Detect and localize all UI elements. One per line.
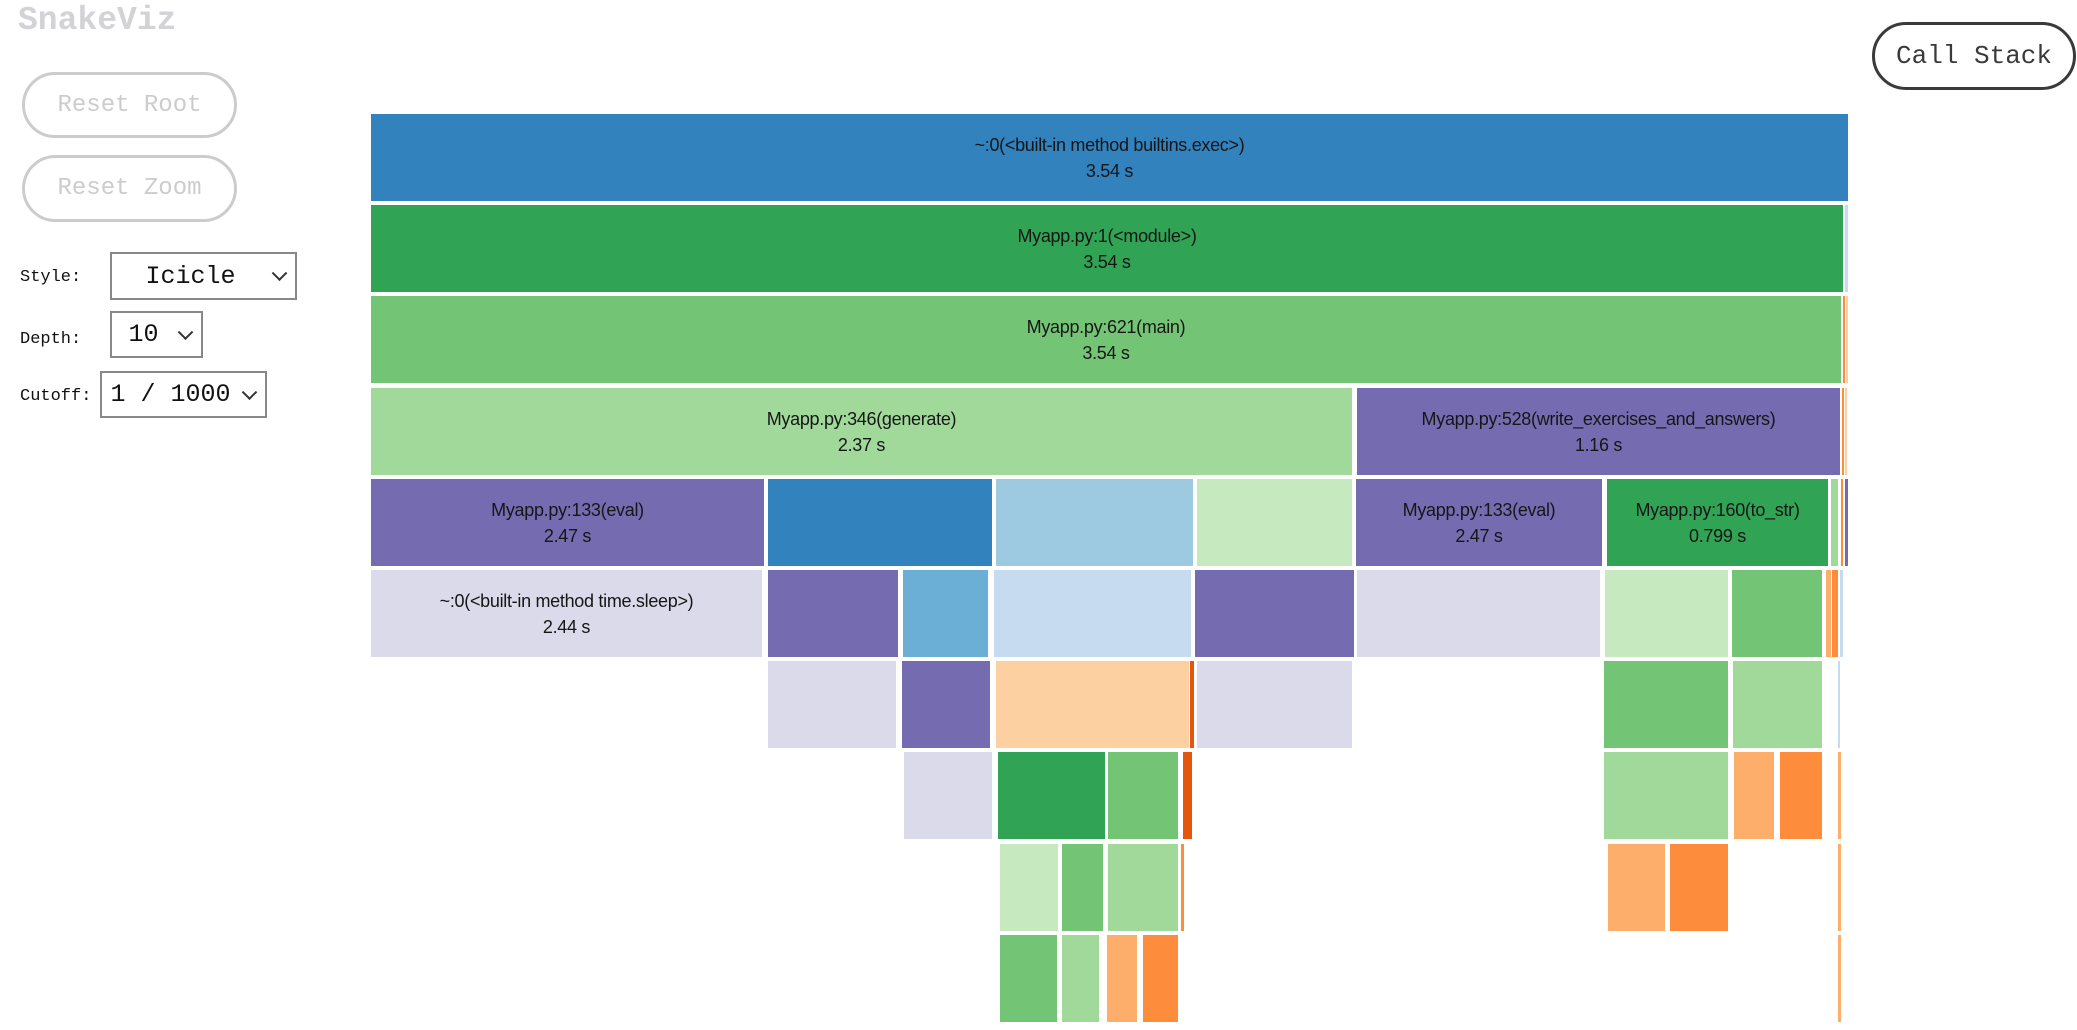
icicle-cell-sliver[interactable]: [1670, 844, 1728, 931]
icicle-cell-sliver[interactable]: [1608, 844, 1665, 931]
cell-function-label: Myapp.py:528(write_exercises_and_answers…: [1421, 408, 1776, 429]
reset-zoom-button[interactable]: Reset Zoom: [22, 155, 237, 222]
icicle-cell-sliver[interactable]: [1197, 479, 1352, 566]
cell-time-label: 3.54 s: [1085, 160, 1134, 181]
cell-time-label: 2.47 s: [543, 525, 592, 546]
icicle-cell[interactable]: Myapp.py:133(eval) 2.47 s: [371, 479, 764, 566]
cell-function-label: Myapp.py:133(eval): [491, 499, 644, 520]
cell-time-label: 3.54 s: [1082, 342, 1130, 363]
icicle-cell-sliver[interactable]: [1845, 479, 1848, 566]
cell-function-label: Myapp.py:133(eval): [1402, 499, 1556, 520]
icicle-cell-sliver[interactable]: [1841, 479, 1843, 566]
icicle-cell-sliver[interactable]: [1733, 661, 1822, 748]
icicle-cell-sliver[interactable]: [1357, 570, 1600, 657]
icicle-cell-sliver[interactable]: [1604, 661, 1728, 748]
icicle-cell-sliver[interactable]: [1831, 479, 1838, 566]
cell-function-label: ~:0(<built-in method builtins.exec>): [974, 134, 1245, 155]
icicle-cell-sliver[interactable]: [1845, 388, 1847, 475]
icicle-cell-sliver[interactable]: [1143, 935, 1178, 1022]
icicle-cell-sliver[interactable]: [1842, 388, 1844, 475]
icicle-cell-sliver[interactable]: [1108, 752, 1178, 839]
cutoff-select-wrap: 1 / 1000: [100, 371, 267, 418]
cell-time-label: 2.37 s: [837, 434, 886, 455]
icicle-cell-sliver[interactable]: [998, 752, 1105, 839]
icicle-cell[interactable]: Myapp.py:621(main) 3.54 s: [371, 296, 1841, 383]
icicle-cell-sliver[interactable]: [1838, 752, 1841, 839]
reset-root-button[interactable]: Reset Root: [22, 72, 237, 138]
icicle-cell-sliver[interactable]: [1843, 296, 1845, 383]
depth-select-wrap: 10: [110, 311, 203, 358]
icicle-cell-sliver[interactable]: [1000, 935, 1057, 1022]
style-select[interactable]: Icicle: [110, 252, 297, 300]
icicle-cell[interactable]: Myapp.py:346(generate) 2.37 s: [371, 388, 1352, 475]
icicle-cell-sliver[interactable]: [904, 752, 992, 839]
icicle-cell-sliver[interactable]: [1107, 935, 1137, 1022]
style-label: Style:: [20, 268, 82, 287]
cell-time-label: 1.16 s: [1574, 434, 1623, 455]
cell-function-label: ~:0(<built-in method time.sleep>): [439, 590, 694, 611]
cell-function-label: Myapp.py:346(generate): [766, 408, 957, 429]
icicle-cell-sliver[interactable]: [1181, 844, 1184, 931]
icicle-cell-sliver[interactable]: [1108, 844, 1178, 931]
icicle-cell-sliver[interactable]: [1183, 752, 1192, 839]
icicle-cell-sliver[interactable]: [768, 661, 896, 748]
icicle-cell-sliver[interactable]: [996, 479, 1193, 566]
icicle-cell-sliver[interactable]: [768, 570, 898, 657]
icicle-cell-sliver[interactable]: [1195, 570, 1354, 657]
icicle-cell-sliver[interactable]: [994, 570, 1191, 657]
icicle-cell-sliver[interactable]: [1732, 570, 1822, 657]
icicle-cell-sliver[interactable]: [1838, 935, 1841, 1022]
depth-label: Depth:: [20, 330, 82, 349]
icicle-cell-sliver[interactable]: [996, 661, 1189, 748]
icicle-cell-sliver[interactable]: [1734, 752, 1774, 839]
style-select-wrap: Icicle: [110, 252, 297, 300]
icicle-cell-sliver[interactable]: [768, 479, 992, 566]
icicle-cell-sliver[interactable]: [902, 661, 990, 748]
cell-time-label: 2.47 s: [1455, 525, 1503, 546]
call-stack-button[interactable]: Call Stack: [1872, 22, 2076, 90]
icicle-cell-sliver[interactable]: [1838, 661, 1840, 748]
icicle-cell-sliver[interactable]: [1197, 661, 1352, 748]
icicle-cell[interactable]: Myapp.py:160(to_str) 0.799 s: [1607, 479, 1828, 566]
icicle-cell-sliver[interactable]: [1062, 935, 1099, 1022]
depth-select[interactable]: 10: [110, 311, 203, 358]
icicle-cell-sliver[interactable]: [1845, 205, 1848, 292]
icicle-cell[interactable]: Myapp.py:1(<module>) 3.54 s: [371, 205, 1843, 292]
icicle-cell[interactable]: ~:0(<built-in method time.sleep>) 2.44 s: [371, 570, 762, 657]
cell-function-label: Myapp.py:621(main): [1026, 316, 1186, 337]
icicle-cell-sliver[interactable]: [1832, 570, 1838, 657]
cell-time-label: 3.54 s: [1083, 251, 1131, 272]
icicle-cell[interactable]: Myapp.py:528(write_exercises_and_answers…: [1357, 388, 1840, 475]
icicle-cell-sliver[interactable]: [1846, 296, 1848, 383]
icicle-cell-sliver[interactable]: [1190, 661, 1194, 748]
icicle-cell-sliver[interactable]: [1604, 752, 1728, 839]
icicle-cell-sliver[interactable]: [1826, 570, 1831, 657]
icicle-cell-sliver[interactable]: [1838, 844, 1841, 931]
cell-function-label: Myapp.py:160(to_str): [1635, 499, 1800, 520]
cell-time-label: 2.44 s: [542, 616, 591, 637]
icicle-cell[interactable]: Myapp.py:133(eval) 2.47 s: [1356, 479, 1602, 566]
app-title: SnakeViz: [18, 2, 177, 39]
icicle-cell-sliver[interactable]: [1000, 844, 1058, 931]
cell-time-label: 0.799 s: [1689, 525, 1746, 546]
icicle-chart: ~:0(<built-in method builtins.exec>) 3.54…: [371, 114, 1848, 1022]
icicle-cell-sliver[interactable]: [1605, 570, 1728, 657]
cell-function-label: Myapp.py:1(<module>): [1017, 225, 1197, 246]
icicle-cell-sliver[interactable]: [1780, 752, 1822, 839]
icicle-cell[interactable]: ~:0(<built-in method builtins.exec>) 3.54…: [371, 114, 1848, 201]
cutoff-label: Cutoff:: [20, 387, 92, 406]
icicle-cell-sliver[interactable]: [1062, 844, 1103, 931]
icicle-cell-sliver[interactable]: [1840, 570, 1843, 657]
icicle-cell-sliver[interactable]: [903, 570, 988, 657]
cutoff-select[interactable]: 1 / 1000: [100, 371, 267, 418]
